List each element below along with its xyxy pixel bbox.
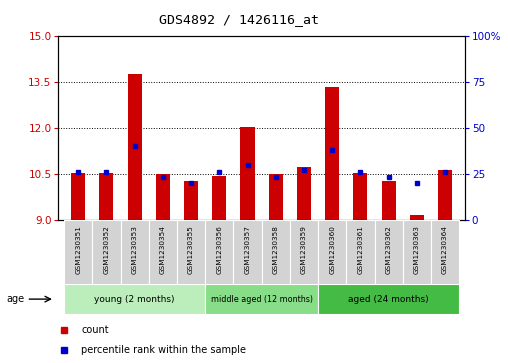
Text: young (2 months): young (2 months) bbox=[94, 295, 175, 303]
Text: GSM1230360: GSM1230360 bbox=[329, 225, 335, 274]
Bar bbox=[177, 220, 205, 285]
Text: GSM1230356: GSM1230356 bbox=[216, 225, 223, 274]
Bar bbox=[297, 167, 311, 220]
Bar bbox=[64, 220, 92, 285]
Text: middle aged (12 months): middle aged (12 months) bbox=[211, 295, 312, 303]
Bar bbox=[128, 74, 142, 220]
Bar bbox=[431, 220, 459, 285]
Bar bbox=[382, 182, 396, 220]
Bar bbox=[92, 220, 120, 285]
Text: GSM1230355: GSM1230355 bbox=[188, 225, 194, 274]
Bar bbox=[71, 173, 85, 220]
Bar bbox=[212, 176, 227, 220]
Text: GSM1230354: GSM1230354 bbox=[160, 225, 166, 274]
Text: aged (24 months): aged (24 months) bbox=[348, 295, 429, 303]
Bar bbox=[184, 182, 198, 220]
Bar bbox=[269, 174, 283, 220]
Text: GSM1230363: GSM1230363 bbox=[414, 225, 420, 274]
Bar bbox=[346, 220, 374, 285]
Text: GSM1230364: GSM1230364 bbox=[442, 225, 448, 274]
Text: age: age bbox=[7, 294, 25, 304]
Bar bbox=[64, 284, 205, 314]
Bar bbox=[403, 220, 431, 285]
Bar bbox=[100, 173, 113, 220]
Text: percentile rank within the sample: percentile rank within the sample bbox=[81, 345, 246, 355]
Bar bbox=[410, 215, 424, 220]
Bar bbox=[156, 174, 170, 220]
Bar bbox=[205, 220, 233, 285]
Bar bbox=[262, 220, 290, 285]
Bar bbox=[374, 220, 403, 285]
Bar bbox=[240, 127, 255, 220]
Text: GDS4892 / 1426116_at: GDS4892 / 1426116_at bbox=[159, 13, 319, 26]
Text: GSM1230362: GSM1230362 bbox=[386, 225, 392, 274]
Bar bbox=[205, 284, 318, 314]
Bar bbox=[354, 173, 367, 220]
Text: GSM1230353: GSM1230353 bbox=[132, 225, 138, 274]
Text: GSM1230352: GSM1230352 bbox=[104, 225, 109, 274]
Bar bbox=[290, 220, 318, 285]
Bar bbox=[318, 220, 346, 285]
Text: GSM1230361: GSM1230361 bbox=[358, 225, 363, 274]
Bar bbox=[233, 220, 262, 285]
Text: GSM1230359: GSM1230359 bbox=[301, 225, 307, 274]
Bar bbox=[149, 220, 177, 285]
Text: GSM1230351: GSM1230351 bbox=[75, 225, 81, 274]
Text: GSM1230357: GSM1230357 bbox=[244, 225, 250, 274]
Text: GSM1230358: GSM1230358 bbox=[273, 225, 279, 274]
Text: count: count bbox=[81, 325, 109, 335]
Bar bbox=[438, 170, 452, 220]
Bar bbox=[325, 87, 339, 220]
Bar bbox=[120, 220, 149, 285]
Bar bbox=[318, 284, 459, 314]
